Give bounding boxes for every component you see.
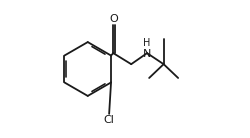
Text: Cl: Cl xyxy=(104,115,115,125)
Text: O: O xyxy=(109,14,118,24)
Text: H: H xyxy=(144,38,151,48)
Text: N: N xyxy=(143,49,151,59)
